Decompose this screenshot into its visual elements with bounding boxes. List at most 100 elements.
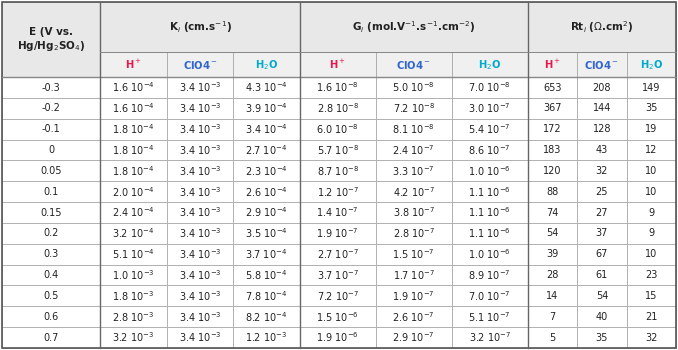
Bar bbox=[100, 52, 167, 77]
Text: 1.1 10$^{-6}$: 1.1 10$^{-6}$ bbox=[468, 206, 511, 219]
Text: 25: 25 bbox=[596, 187, 608, 197]
Text: 149: 149 bbox=[642, 83, 660, 92]
Bar bbox=[100, 181, 167, 202]
Bar bbox=[233, 306, 300, 327]
Text: 3.4 10$^{-3}$: 3.4 10$^{-3}$ bbox=[179, 331, 221, 344]
Text: 0.05: 0.05 bbox=[41, 166, 62, 176]
Text: -0.2: -0.2 bbox=[41, 103, 60, 113]
Text: 3.4 10$^{-3}$: 3.4 10$^{-3}$ bbox=[179, 226, 221, 240]
Text: 1.1 10$^{-6}$: 1.1 10$^{-6}$ bbox=[468, 185, 511, 198]
Text: 172: 172 bbox=[543, 124, 562, 134]
Text: 183: 183 bbox=[543, 145, 561, 155]
Bar bbox=[2, 77, 100, 98]
Text: 7.0 10$^{-7}$: 7.0 10$^{-7}$ bbox=[468, 289, 511, 303]
Text: 0.3: 0.3 bbox=[43, 249, 59, 259]
Bar bbox=[626, 77, 676, 98]
Bar bbox=[167, 286, 233, 306]
Text: 0: 0 bbox=[48, 145, 54, 155]
Bar bbox=[233, 327, 300, 348]
Text: 3.3 10$^{-7}$: 3.3 10$^{-7}$ bbox=[393, 164, 435, 178]
Text: -0.1: -0.1 bbox=[42, 124, 60, 134]
Bar bbox=[100, 327, 167, 348]
Bar bbox=[2, 140, 100, 160]
Bar bbox=[452, 52, 527, 77]
Bar bbox=[100, 265, 167, 286]
Bar bbox=[527, 244, 577, 265]
Bar bbox=[626, 286, 676, 306]
Text: 14: 14 bbox=[546, 291, 559, 301]
Bar bbox=[300, 265, 376, 286]
Bar bbox=[376, 119, 452, 140]
Text: 54: 54 bbox=[546, 229, 559, 238]
Text: 32: 32 bbox=[645, 332, 658, 343]
Bar bbox=[376, 52, 452, 77]
Text: H$_2$O: H$_2$O bbox=[639, 58, 663, 71]
Text: 43: 43 bbox=[596, 145, 608, 155]
Text: 3.4 10$^{-3}$: 3.4 10$^{-3}$ bbox=[179, 185, 221, 198]
Text: 1.2 10$^{-3}$: 1.2 10$^{-3}$ bbox=[245, 331, 287, 344]
Text: 21: 21 bbox=[645, 312, 658, 322]
Text: 3.4 10$^{-3}$: 3.4 10$^{-3}$ bbox=[179, 268, 221, 282]
Bar bbox=[452, 77, 527, 98]
Text: 3.4 10$^{-3}$: 3.4 10$^{-3}$ bbox=[179, 164, 221, 178]
Bar bbox=[577, 306, 626, 327]
Bar bbox=[100, 306, 167, 327]
Bar bbox=[376, 160, 452, 181]
Text: 35: 35 bbox=[596, 332, 608, 343]
Text: 88: 88 bbox=[546, 187, 559, 197]
Bar bbox=[167, 265, 233, 286]
Text: 5.8 10$^{-4}$: 5.8 10$^{-4}$ bbox=[245, 268, 287, 282]
Bar bbox=[300, 327, 376, 348]
Text: 2.4 10$^{-4}$: 2.4 10$^{-4}$ bbox=[112, 206, 155, 219]
Bar bbox=[577, 265, 626, 286]
Bar bbox=[376, 140, 452, 160]
Bar bbox=[527, 265, 577, 286]
Text: 3.4 10$^{-4}$: 3.4 10$^{-4}$ bbox=[245, 122, 288, 136]
Bar bbox=[626, 140, 676, 160]
Text: 3.4 10$^{-3}$: 3.4 10$^{-3}$ bbox=[179, 289, 221, 303]
Text: 12: 12 bbox=[645, 145, 658, 155]
Bar bbox=[452, 223, 527, 244]
Bar bbox=[233, 140, 300, 160]
Text: 1.6 10$^{-4}$: 1.6 10$^{-4}$ bbox=[112, 80, 155, 94]
Text: 3.4 10$^{-3}$: 3.4 10$^{-3}$ bbox=[179, 310, 221, 324]
Bar bbox=[2, 119, 100, 140]
Text: 28: 28 bbox=[546, 270, 559, 280]
Text: 367: 367 bbox=[543, 103, 562, 113]
Bar bbox=[100, 140, 167, 160]
Text: H$^+$: H$^+$ bbox=[125, 58, 142, 71]
Bar bbox=[626, 223, 676, 244]
Text: 5.1 10$^{-4}$: 5.1 10$^{-4}$ bbox=[112, 247, 155, 261]
Bar bbox=[100, 119, 167, 140]
Bar bbox=[300, 223, 376, 244]
Bar bbox=[527, 52, 577, 77]
Bar bbox=[100, 286, 167, 306]
Bar bbox=[452, 286, 527, 306]
Bar bbox=[167, 98, 233, 119]
Bar bbox=[626, 160, 676, 181]
Bar bbox=[300, 98, 376, 119]
Bar bbox=[376, 265, 452, 286]
Bar bbox=[233, 119, 300, 140]
Text: 0.15: 0.15 bbox=[41, 208, 62, 218]
Text: 35: 35 bbox=[645, 103, 658, 113]
Bar bbox=[527, 181, 577, 202]
Bar bbox=[577, 327, 626, 348]
Bar bbox=[100, 98, 167, 119]
Text: 32: 32 bbox=[596, 166, 608, 176]
Text: 1.5 10$^{-6}$: 1.5 10$^{-6}$ bbox=[317, 310, 359, 324]
Bar bbox=[577, 244, 626, 265]
Text: 120: 120 bbox=[543, 166, 562, 176]
Bar bbox=[233, 77, 300, 98]
Bar bbox=[300, 77, 376, 98]
Text: 1.8 10$^{-4}$: 1.8 10$^{-4}$ bbox=[112, 164, 155, 178]
Text: 2.6 10$^{-7}$: 2.6 10$^{-7}$ bbox=[393, 310, 435, 324]
Text: 0.4: 0.4 bbox=[43, 270, 59, 280]
Bar bbox=[527, 286, 577, 306]
Bar bbox=[376, 202, 452, 223]
Text: 8.1 10$^{-8}$: 8.1 10$^{-8}$ bbox=[393, 122, 435, 136]
Text: ClO4$^-$: ClO4$^-$ bbox=[182, 59, 218, 71]
Text: 5: 5 bbox=[549, 332, 555, 343]
Text: 653: 653 bbox=[543, 83, 562, 92]
Bar bbox=[2, 202, 100, 223]
